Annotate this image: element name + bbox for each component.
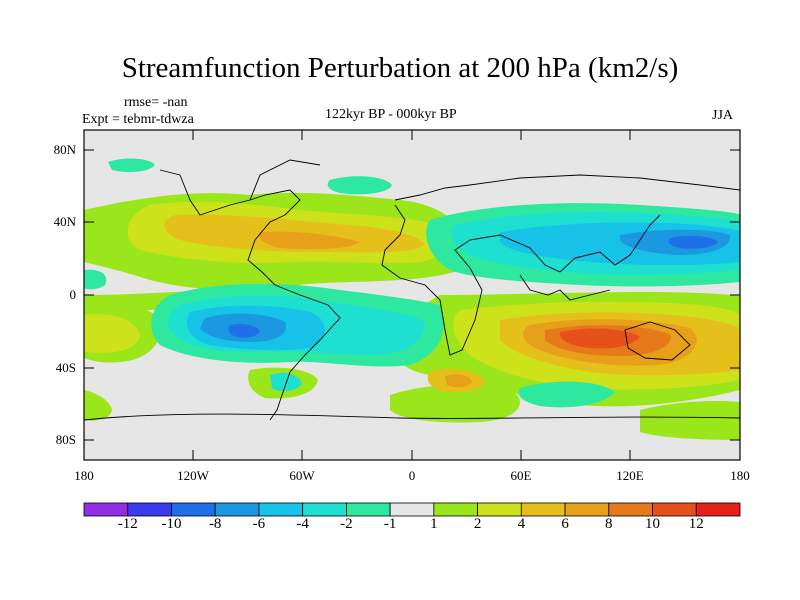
contour-fields	[84, 130, 740, 460]
colorbar-tick-label: 2	[473, 516, 482, 532]
lat-tick-label: 80S	[55, 432, 76, 447]
colorbar-tick-label: 1	[430, 516, 438, 532]
plot-title: Streamfunction Perturbation at 200 hPa (…	[121, 52, 679, 84]
colorbar-swatch	[695, 502, 741, 517]
colorbar-swatch	[564, 502, 610, 517]
colorbar-swatch	[214, 502, 260, 517]
colorbar-swatch	[127, 502, 172, 517]
rmse-label: rmse= -nan	[124, 95, 188, 110]
colorbar-tick-label: -6	[252, 516, 266, 532]
lat-tick-label: 40S	[55, 360, 76, 375]
colorbar-tick-label: 8	[605, 516, 613, 532]
lon-tick-label: 120E	[616, 468, 644, 483]
colorbar-tick-label: -4	[296, 516, 309, 532]
colorbar-swatch	[258, 502, 304, 517]
coastlines	[84, 159, 740, 421]
colorbar-tick-label: 12	[688, 516, 704, 532]
colorbar-tick-label: -1	[383, 516, 397, 532]
season-label: JJA	[712, 108, 734, 123]
experiment-label: Expt = tebmr-tdwza	[82, 112, 194, 127]
colorbar-swatch	[389, 502, 435, 517]
axis-ticks	[83, 130, 741, 460]
lon-tick-label: 60E	[510, 468, 532, 483]
lon-tick-label: 120W	[177, 468, 209, 483]
colorbar-swatch	[520, 502, 566, 517]
colorbar-swatch	[171, 502, 216, 517]
lon-tick-label: 0	[408, 468, 416, 483]
colorbar-swatch	[83, 502, 129, 517]
colorbar-tick-label: -8	[208, 516, 222, 532]
colorbar-swatch	[652, 502, 697, 517]
period-label: 122kyr BP - 000kyr BP	[325, 107, 457, 122]
colorbar-swatch	[477, 502, 522, 517]
lat-tick-label: 40N	[53, 214, 76, 229]
colorbar-tick-label: 6	[561, 516, 569, 532]
colorbar-tick-label: -2	[340, 516, 353, 532]
colorbar-swatch	[302, 502, 347, 517]
colorbar-swatch	[608, 502, 653, 517]
lat-tick-label: 0	[69, 287, 77, 302]
lon-tick-label: 60W	[289, 468, 315, 483]
colorbar-swatch	[433, 502, 479, 517]
lon-tick-label: 180	[730, 468, 750, 483]
colorbar-tick-label: 10	[645, 516, 661, 532]
lat-tick-label: 80N	[53, 142, 76, 157]
colorbar	[83, 502, 741, 517]
colorbar-tick-label: -10	[161, 516, 182, 532]
colorbar-tick-label: 4	[517, 516, 526, 532]
colorbar-swatch	[345, 502, 391, 517]
colorbar-tick-label: -12	[117, 516, 138, 532]
lon-tick-label: 180	[74, 468, 94, 483]
